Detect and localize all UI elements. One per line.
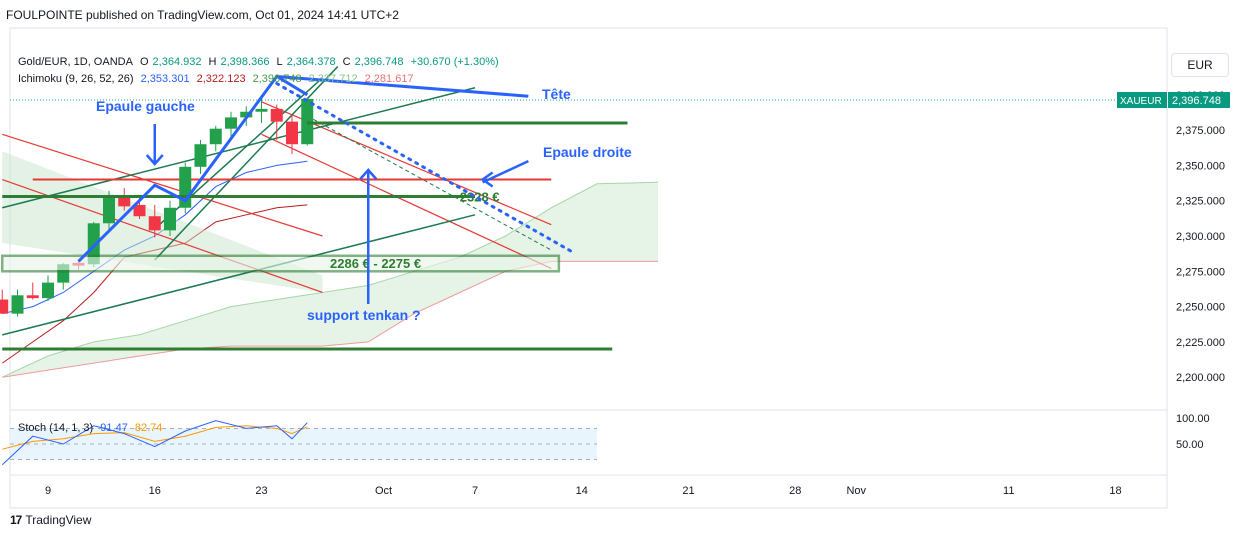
level-2328-label: 2328 € xyxy=(460,189,500,204)
label-shoulder-right: Epaule droite xyxy=(543,144,632,160)
cloud-fill xyxy=(2,182,658,378)
y-tick-label: 2,300.000 xyxy=(1176,231,1225,243)
ichimoku-kijun-value: 2,322.123 xyxy=(196,73,246,85)
channel-line-right-lower xyxy=(261,133,552,270)
candle-body xyxy=(148,216,161,231)
arrow-shoulder-left-head xyxy=(145,154,164,166)
annotation-layer-front: 2328 € 2286 € - 2275 € Epaule gauche Tête Ep… xyxy=(1,74,632,351)
candle-body xyxy=(118,196,131,207)
tradingview-footer[interactable]: 17 TradingView xyxy=(10,513,91,527)
candle-body xyxy=(240,111,253,118)
candle-body xyxy=(270,108,283,122)
price-tag-bg xyxy=(1168,92,1230,108)
stoch-d-value: 82.74 xyxy=(134,422,163,434)
tradingview-logo-icon: 17 xyxy=(10,513,22,527)
close-value: 2,396.748 xyxy=(354,56,404,68)
y-tick-label: 2,350.000 xyxy=(1176,160,1225,172)
x-tick-label: 7 xyxy=(472,485,478,497)
axes: 0.002,400.0002,375.0002,350.0002,325.000… xyxy=(45,59,1230,497)
y-tick-label: 2,275.000 xyxy=(1176,266,1225,278)
x-tick-label: Nov xyxy=(846,485,866,497)
label-shoulder-left: Epaule gauche xyxy=(96,98,195,114)
label-head: Tête xyxy=(542,86,571,102)
y-tick-label: 2,250.000 xyxy=(1176,302,1225,314)
uptrend-line-upper xyxy=(2,87,476,209)
high-label: H xyxy=(208,56,217,68)
dashed-projection-line xyxy=(307,115,552,251)
support-zone-box xyxy=(1,254,561,273)
ichimoku-legend: Ichimoku (9, 26, 52, 26) 2,353.301 2,322… xyxy=(18,73,418,85)
channel-line-upper xyxy=(2,133,323,237)
open-value: 2,364.932 xyxy=(152,56,202,68)
candle-body xyxy=(194,144,207,167)
wedge-line-left xyxy=(154,66,339,261)
high-value: 2,398.366 xyxy=(220,56,270,68)
x-tick-label: 18 xyxy=(1109,485,1121,497)
candle-body xyxy=(42,282,54,299)
tradingview-brand: TradingView xyxy=(25,513,92,527)
change-value: +30.670 (+1.30%) xyxy=(410,56,499,68)
ichimoku-spana-value: 2,337.712 xyxy=(308,73,358,85)
y-tick-label: 2,325.000 xyxy=(1176,196,1225,208)
x-tick-label: 23 xyxy=(255,485,267,497)
low-label: L xyxy=(276,56,283,68)
candle-body xyxy=(0,299,9,314)
candle-body xyxy=(209,128,222,145)
support-zone-label: 2286 € - 2275 € xyxy=(330,256,421,271)
candle-body xyxy=(225,117,237,129)
candle-body xyxy=(164,207,176,231)
projected-path-dotted xyxy=(275,82,576,255)
price-tag-value: 2,396.748 xyxy=(1172,95,1221,107)
arrow-shoulder-right-head xyxy=(480,171,494,188)
close-label: C xyxy=(342,56,351,68)
arrow-support-head xyxy=(359,168,378,180)
candle-body xyxy=(103,196,115,224)
candle-body xyxy=(133,204,146,217)
legend-symbol: Gold/EUR, 1D, OANDA xyxy=(18,56,133,68)
symbol-tag-label: XAUEUR xyxy=(1120,96,1162,107)
label-support: support tenkan ? xyxy=(307,307,421,323)
uptrend-line-lower xyxy=(2,214,476,336)
y-tick-label: 2,200.000 xyxy=(1176,372,1225,384)
y-tick-label: 2,375.000 xyxy=(1176,125,1225,137)
x-tick-label: 21 xyxy=(682,485,694,497)
legend-ohlc: O 2,364.932 H 2,398.366 L 2,364.378 C 2,396.… xyxy=(140,56,503,68)
arrow-shoulder-right xyxy=(482,160,529,184)
ichimoku-chikou-value: 2,396.748 xyxy=(252,73,302,85)
stoch-tick-label: 100.00 xyxy=(1176,413,1210,425)
ichimoku-spanb-value: 2,281.617 xyxy=(364,73,414,85)
head-shoulders-path xyxy=(77,74,309,263)
candle-body xyxy=(26,295,39,299)
x-tick-label: Oct xyxy=(375,485,392,497)
low-value: 2,364.378 xyxy=(286,56,336,68)
x-tick-label: 16 xyxy=(149,485,161,497)
candle-body xyxy=(286,121,298,145)
channel-line-lower xyxy=(2,178,323,294)
stoch-k-value: 91.47 xyxy=(100,422,128,434)
x-tick-label: 11 xyxy=(1003,485,1014,497)
stochastic-panel xyxy=(1,420,597,466)
stoch-k-line xyxy=(1,420,308,466)
candle-body xyxy=(255,108,268,112)
open-label: O xyxy=(139,56,149,68)
y-tick-label: 2,225.000 xyxy=(1176,337,1225,349)
head-pointer-line xyxy=(276,74,529,98)
stoch-tick-label: 50.00 xyxy=(1176,439,1204,451)
x-tick-label: 28 xyxy=(789,485,801,497)
currency-selector[interactable]: EUR xyxy=(1171,53,1229,77)
stoch-label: Stoch (14, 1, 3) xyxy=(18,422,94,434)
ichimoku-tenkan-value: 2,353.301 xyxy=(140,73,190,85)
publisher-header: FOULPOINTE published on TradingView.com,… xyxy=(6,8,399,22)
senkou-span-a xyxy=(2,181,659,378)
x-tick-label: 9 xyxy=(45,485,51,497)
candle-body xyxy=(87,223,100,265)
ichimoku-label: Ichimoku (9, 26, 52, 26) xyxy=(18,73,134,85)
candle-body xyxy=(11,295,24,314)
price-legend: Gold/EUR, 1D, OANDA O 2,364.932 H 2,398.36… xyxy=(18,56,507,68)
x-tick-label: 14 xyxy=(576,485,588,497)
stoch-legend: Stoch (14, 1, 3) 91.47 82.74 xyxy=(18,422,166,434)
symbol-tag-bg xyxy=(1117,92,1167,108)
